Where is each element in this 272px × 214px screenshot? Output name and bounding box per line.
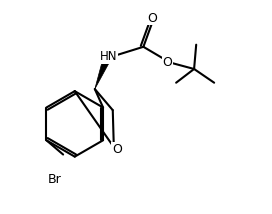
Text: O: O xyxy=(112,143,122,156)
Polygon shape xyxy=(95,61,109,89)
Text: Br: Br xyxy=(48,173,61,186)
Text: O: O xyxy=(163,56,173,69)
Text: HN: HN xyxy=(100,50,117,63)
Text: O: O xyxy=(147,12,157,25)
